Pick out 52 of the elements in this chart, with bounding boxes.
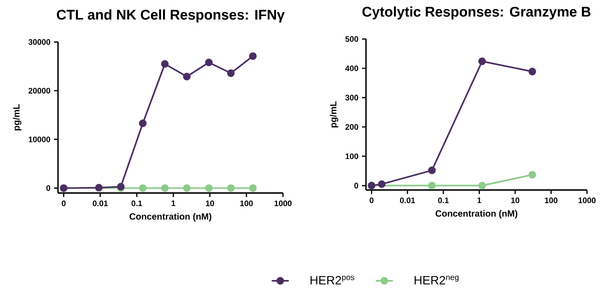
y-tick-label: 300	[345, 94, 358, 100]
y-tick-label: 100	[346, 153, 358, 160]
point	[183, 184, 191, 192]
point	[378, 180, 386, 188]
point	[528, 68, 536, 76]
x-tick-label: 0.1	[132, 200, 142, 206]
y-tick-label: 20000	[28, 88, 50, 94]
x-tick-label: 0	[370, 198, 374, 204]
point	[528, 170, 536, 179]
x-tick-label: 100	[240, 200, 253, 206]
point	[249, 184, 257, 192]
point	[138, 184, 147, 192]
legend-label: HER2$^{pos}$	[310, 276, 354, 284]
point	[478, 182, 486, 190]
y-tick-label: 400	[345, 65, 358, 72]
x-axis-title: Concentration (nM)	[130, 213, 212, 222]
point	[478, 57, 486, 66]
chart-title: Cytolytic Responses: Granzyme B	[362, 6, 590, 20]
y-tick-label: 200	[345, 124, 358, 130]
x-tick-label: 10	[206, 200, 214, 206]
point	[428, 182, 436, 190]
y-tick-label: 0	[46, 185, 50, 191]
point	[227, 184, 235, 192]
x-tick-label: 0.01	[400, 198, 416, 204]
y-tick-label: 0	[354, 182, 358, 188]
y-axis-title: pg/mL	[12, 104, 22, 130]
y-tick-label: 10000	[28, 136, 50, 142]
point	[183, 72, 191, 80]
x-tick-label: 1000	[274, 200, 292, 206]
y-tick-label: 30000	[28, 39, 50, 45]
x-tick-label: 10	[511, 198, 520, 204]
point	[161, 184, 169, 192]
x-tick-label: 100	[544, 198, 558, 204]
point	[428, 166, 436, 174]
chart-title: CTL and NK Cell Responses: IFNγ	[56, 9, 285, 22]
x-tick-label: 1	[478, 198, 482, 204]
x-tick-label: 1000	[578, 198, 596, 204]
point	[205, 184, 213, 192]
point	[227, 69, 235, 77]
y-axis-title: pg/mL	[330, 101, 338, 128]
point	[161, 60, 169, 68]
point	[249, 52, 257, 60]
x-axis-title: Concentration (nM)	[436, 210, 518, 218]
point	[205, 58, 213, 66]
point	[95, 184, 103, 192]
legend-label: HER2$^{neg}$	[414, 276, 459, 284]
y-tick-label: 500	[345, 36, 358, 42]
x-tick-label: 0	[62, 200, 66, 206]
x-tick-label: 1	[172, 200, 176, 206]
x-tick-label: 0.1	[438, 198, 449, 204]
x-tick-label: 0.01	[92, 200, 108, 206]
point	[138, 120, 147, 128]
